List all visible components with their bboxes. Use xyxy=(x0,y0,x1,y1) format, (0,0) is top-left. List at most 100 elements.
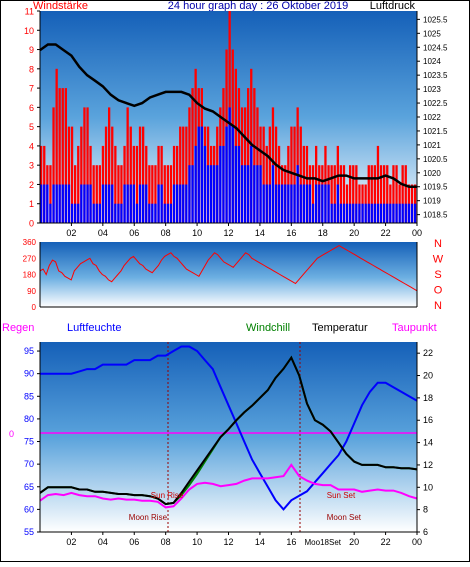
gust-bar xyxy=(52,184,55,223)
gust-bar xyxy=(318,184,321,223)
wind-bar xyxy=(49,165,52,223)
header-title: 24 hour graph day : 26 Oktober 2019 xyxy=(168,0,348,12)
wind-y-tick-label: 5 xyxy=(29,122,34,132)
wind-y-tick-label: 1 xyxy=(29,199,34,209)
gust-bar xyxy=(389,203,392,223)
gust-bar xyxy=(271,165,275,223)
gust-bar xyxy=(216,165,219,223)
gust-bar xyxy=(157,184,160,223)
wind-bar xyxy=(305,145,309,223)
temp-x-tick-label: 16 xyxy=(286,537,296,547)
temperature-y-tick-label: 14 xyxy=(423,438,433,448)
gust-bar xyxy=(364,203,367,223)
wind-y-tick-label: 9 xyxy=(29,45,34,55)
humidity-y-tick-label: 65 xyxy=(24,482,34,492)
wind-y-tick-label: 8 xyxy=(29,64,34,74)
pressure-y-tick-label: 1019.5 xyxy=(423,183,448,192)
direction-y-tick-label: 360 xyxy=(23,238,37,247)
gust-bar xyxy=(373,203,376,223)
gust-bar xyxy=(169,203,173,223)
wind-bar xyxy=(123,145,126,223)
wind-bar xyxy=(86,107,89,223)
gust-bar xyxy=(339,203,342,223)
gust-bar xyxy=(302,184,305,223)
gust-bar xyxy=(222,145,225,223)
compass-label: S xyxy=(434,269,441,281)
wind-bar xyxy=(55,68,58,223)
gust-bar xyxy=(349,203,352,223)
wind-bar xyxy=(392,165,395,223)
wind-bar xyxy=(120,165,123,223)
direction-y-tick-label: 270 xyxy=(23,254,37,263)
gust-bar xyxy=(281,184,284,223)
gust-bar xyxy=(92,203,95,223)
gust-bar xyxy=(77,203,80,223)
gust-bar xyxy=(345,203,349,223)
humidity-y-ticks: 55 60 65 70 75 80 85 90 95 0 xyxy=(9,346,40,537)
temp-x-tick-label: 02 xyxy=(66,537,76,547)
gust-bar xyxy=(123,184,126,223)
wind-x-tick-label: 22 xyxy=(381,228,391,238)
humidity-y-tick-label: 80 xyxy=(24,414,34,424)
gust-bar xyxy=(250,145,253,223)
wind-bar xyxy=(176,145,179,223)
gust-bar xyxy=(253,165,256,223)
wind-bar xyxy=(166,165,169,223)
pressure-y-tick-label: 1023 xyxy=(423,85,441,94)
gust-bar xyxy=(213,165,216,223)
wind-bar xyxy=(274,126,278,223)
wind-bar xyxy=(157,145,160,223)
gust-bar xyxy=(111,184,114,223)
temperature-y-tick-label: 8 xyxy=(423,505,428,515)
moonset-x-label: Moo18Set xyxy=(305,538,342,547)
gust-bar xyxy=(256,165,259,223)
pressure-y-tick-label: 1020.5 xyxy=(423,155,448,164)
wind-bar xyxy=(395,165,398,223)
wind-bar xyxy=(299,126,302,223)
label-windchill: Windchill xyxy=(246,322,290,334)
gust-bar xyxy=(98,203,101,223)
wind-bar xyxy=(370,165,373,223)
gust-bar xyxy=(43,184,46,223)
gust-bar xyxy=(379,203,383,223)
wind-x-ticks: 02 04 06 08 10 12 14 16 18 20 22 00 xyxy=(66,223,422,238)
wind-bar xyxy=(287,145,290,223)
gust-bar xyxy=(40,184,43,223)
gust-bar xyxy=(277,184,281,223)
gust-bar xyxy=(299,184,302,223)
label-luftfeuchte: Luftfeuchte xyxy=(67,322,121,334)
temp-x-tick-label: 04 xyxy=(98,537,108,547)
direction-y-tick-label: 0 xyxy=(32,303,37,312)
pressure-y-tick-label: 1021 xyxy=(423,141,441,150)
label-regen: Regen xyxy=(2,322,34,334)
wind-x-tick-label: 20 xyxy=(349,228,359,238)
wind-bar xyxy=(342,165,346,223)
wind-bar xyxy=(324,145,327,223)
gust-bar xyxy=(203,145,207,223)
wind-bar xyxy=(138,126,142,223)
gust-bar xyxy=(308,184,312,223)
temp-x-tick-label: 20 xyxy=(349,537,359,547)
pressure-y-tick-label: 1024.5 xyxy=(423,43,448,52)
temp-x-tick-label: 06 xyxy=(129,537,139,547)
gust-bar xyxy=(160,184,163,223)
compass-label: O xyxy=(434,285,443,297)
gust-bar xyxy=(206,165,210,223)
wind-bar xyxy=(367,165,370,223)
gust-bar xyxy=(61,184,64,223)
sun-moon-annotations: Moon Rise Sun Rise Sun Set Moon Set xyxy=(129,491,362,522)
temp-x-tick-label: 22 xyxy=(381,537,391,547)
gust-bar xyxy=(262,184,265,223)
humidity-y-tick-label: 90 xyxy=(24,369,34,379)
gust-bar xyxy=(296,165,299,223)
humidity-y-tick-label: 95 xyxy=(24,346,34,356)
gust-bar xyxy=(138,184,142,223)
wind-bar xyxy=(74,165,77,223)
gust-bar xyxy=(237,145,241,223)
wind-y-tick-label: 6 xyxy=(29,103,34,113)
wind-bar xyxy=(117,165,120,223)
wind-bar xyxy=(169,165,173,223)
gust-bar xyxy=(358,203,361,223)
